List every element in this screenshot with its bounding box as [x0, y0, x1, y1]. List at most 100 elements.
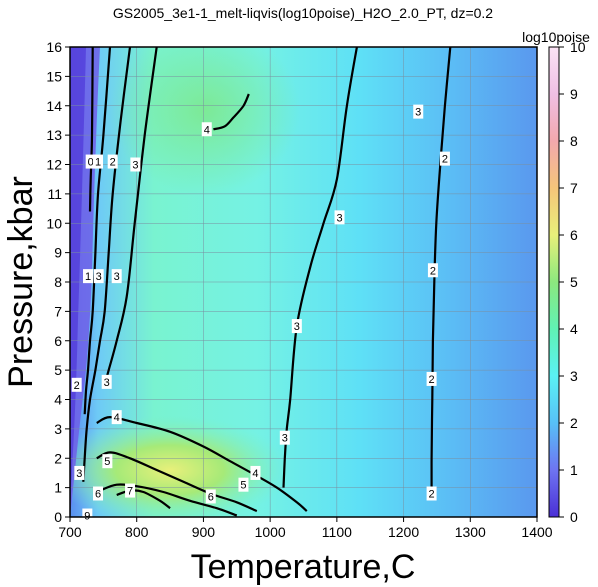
contour-label: 4 — [111, 410, 122, 425]
contour-label-text: 3 — [294, 321, 300, 333]
colorbar-tick-label: 3 — [570, 368, 578, 384]
x-axis-label: Temperature,C — [191, 548, 416, 586]
contour-label-bg — [83, 269, 94, 284]
contour-label-text: 0 — [88, 157, 94, 169]
contour-label-bg — [201, 122, 212, 137]
contour-label: 2 — [107, 154, 118, 169]
contour-label-bg — [439, 151, 450, 166]
contour-label: 3 — [291, 319, 302, 334]
y-tick-label: 4 — [54, 392, 62, 408]
chart-title: GS2005_3e1-1_melt-liqvis(log10poise)_H2O… — [113, 5, 493, 21]
contour-label-bg — [426, 486, 437, 501]
y-tick-label: 16 — [46, 39, 62, 55]
contour-line-5 — [96, 451, 258, 513]
contour-label-text: 3 — [282, 433, 288, 445]
contour-label-text: 4 — [204, 124, 210, 136]
contour-label: 5 — [238, 477, 249, 492]
y-tick-label: 5 — [54, 362, 62, 378]
x-tick-label: 1400 — [521, 524, 552, 540]
contour-label-text: 4 — [114, 412, 120, 424]
contour-line-1 — [83, 47, 112, 415]
contour-line-2 — [430, 47, 452, 500]
contour-label: 2 — [71, 377, 82, 392]
colorbar-tick-label: 5 — [570, 274, 578, 290]
y-tick-label: 3 — [54, 421, 62, 437]
contour-label-bg — [250, 465, 261, 480]
y-tick-label: 2 — [54, 450, 62, 466]
contour-line-6 — [99, 483, 238, 517]
contour-label-text: 4 — [252, 468, 258, 480]
y-tick-label: 7 — [54, 303, 62, 319]
contour-label: 4 — [201, 122, 212, 137]
contour-label-text: 1 — [95, 157, 101, 169]
contour-label-text: 5 — [240, 480, 246, 492]
contour-label: 3 — [413, 104, 424, 119]
contour-label-text: 3 — [104, 377, 110, 389]
contour-line-4 — [213, 93, 250, 131]
contour-label: 4 — [250, 465, 261, 480]
contour-label: 1 — [83, 269, 94, 284]
contour-label-bg — [426, 371, 437, 386]
colorbar-scale — [548, 46, 560, 518]
contour-label: 1 — [93, 154, 104, 169]
colorbar-tick-label: 7 — [570, 180, 578, 196]
contour-label-bg — [85, 154, 96, 169]
contour-label: 9 — [82, 508, 93, 523]
colorbar-tick-label: 8 — [570, 133, 578, 149]
colorbar-ticks: 0 1 2 3 4 5 6 7 8 9 10 — [559, 39, 586, 525]
contour-label-bg — [130, 157, 141, 172]
y-axis-label: Pressure,kbar — [2, 176, 40, 388]
contour-label-bg — [74, 465, 85, 480]
contour-label-text: 3 — [114, 271, 120, 283]
contour-label: 3 — [74, 465, 85, 480]
contour-label: 5 — [102, 454, 113, 469]
y-tick-label: 0 — [54, 509, 62, 525]
contour-label-bg — [413, 104, 424, 119]
contour-label-bg — [93, 486, 104, 501]
contour-label-text: 2 — [110, 157, 116, 169]
contour-label: 3 — [111, 269, 122, 284]
contour-label-text: 3 — [132, 160, 138, 172]
colorbar-tick-label: 2 — [570, 415, 578, 431]
colorbar-tick-label: 10 — [570, 39, 586, 55]
contour-label: 2 — [427, 263, 438, 278]
contour-label-text: 3 — [336, 212, 342, 224]
colorbar-tick-label: 6 — [570, 227, 578, 243]
contour-label-bg — [93, 269, 104, 284]
contour-label: 7 — [125, 483, 136, 498]
contour-label-text: 5 — [104, 456, 110, 468]
x-tick-label: 700 — [58, 524, 82, 540]
contour-label: 2 — [439, 151, 450, 166]
x-tick-label: 800 — [125, 524, 149, 540]
contour-label-text: 7 — [127, 486, 133, 498]
contour-label-bg — [107, 154, 118, 169]
contour-label-bg — [111, 410, 122, 425]
y-tick-label: 8 — [54, 274, 62, 290]
contour-label-bg — [71, 377, 82, 392]
y-tick-label: 9 — [54, 245, 62, 261]
x-tick-label: 1200 — [388, 524, 419, 540]
contour-label-bg — [93, 154, 104, 169]
contour-label: 3 — [130, 157, 141, 172]
y-tick-label: 11 — [47, 186, 62, 202]
y-tick-label: 15 — [46, 68, 62, 84]
contour-label-text: 6 — [95, 489, 101, 501]
y-tick-label: 14 — [46, 98, 62, 114]
contour-label-text: 6 — [208, 491, 214, 503]
contour-label-text: 3 — [415, 107, 421, 119]
contour-label: 3 — [334, 210, 345, 225]
x-tick-label: 1000 — [255, 524, 286, 540]
contour-label-text: 3 — [76, 468, 82, 480]
y-tick-label: 6 — [54, 333, 62, 349]
y-tick-label: 12 — [46, 157, 62, 173]
contour-label-bg — [101, 374, 112, 389]
y-tick-label: 13 — [46, 127, 62, 143]
colorbar-tick-label: 1 — [570, 462, 578, 478]
colorbar-tick-label: 0 — [570, 509, 578, 525]
x-axis: 700 800 900 1000 1100 1200 1300 1400 — [58, 517, 553, 540]
y-tick-label: 1 — [54, 480, 62, 496]
contour-label-bg — [427, 263, 438, 278]
contour-label-text: 1 — [85, 271, 91, 283]
contour-label: 6 — [93, 486, 104, 501]
